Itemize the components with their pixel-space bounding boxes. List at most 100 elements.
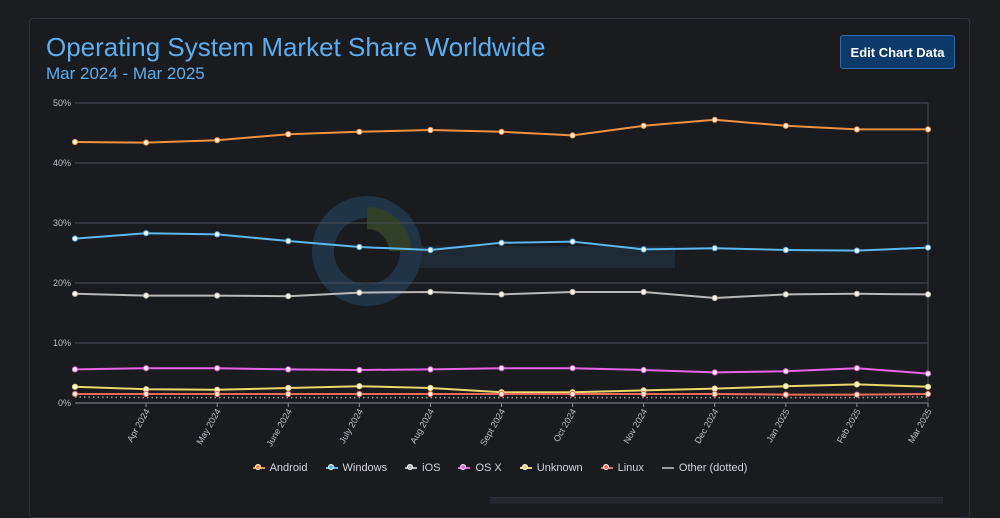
data-point[interactable] bbox=[640, 390, 647, 398]
x-tick-label: July 2024 bbox=[337, 407, 365, 445]
data-point[interactable] bbox=[853, 381, 861, 388]
data-point[interactable] bbox=[711, 369, 718, 376]
data-point[interactable] bbox=[142, 292, 150, 299]
data-point[interactable] bbox=[498, 365, 505, 372]
x-tick-label: Apr 2024 bbox=[125, 407, 152, 444]
bottom-bar bbox=[490, 497, 943, 504]
data-point[interactable] bbox=[640, 122, 647, 129]
data-point[interactable] bbox=[71, 366, 79, 373]
data-point[interactable] bbox=[71, 390, 79, 398]
data-point[interactable] bbox=[142, 365, 150, 372]
data-point[interactable] bbox=[711, 294, 718, 302]
data-point[interactable] bbox=[782, 291, 789, 298]
legend-item[interactable]: Unknown bbox=[519, 462, 583, 474]
x-tick-label: Jan 2025 bbox=[764, 407, 791, 444]
data-point[interactable] bbox=[782, 391, 789, 398]
data-point[interactable] bbox=[853, 247, 861, 254]
data-point[interactable] bbox=[285, 390, 292, 398]
data-point[interactable] bbox=[427, 288, 434, 296]
legend-label: iOS bbox=[422, 462, 441, 474]
data-point[interactable] bbox=[782, 368, 789, 375]
data-point[interactable] bbox=[427, 246, 434, 254]
data-point[interactable] bbox=[427, 384, 434, 392]
data-point[interactable] bbox=[569, 390, 576, 398]
data-point[interactable] bbox=[285, 366, 292, 373]
data-point[interactable] bbox=[285, 237, 292, 245]
data-point[interactable] bbox=[427, 390, 434, 398]
data-point[interactable] bbox=[853, 391, 861, 398]
data-point[interactable] bbox=[924, 126, 932, 133]
legend-swatch-icon bbox=[252, 464, 265, 471]
data-point[interactable] bbox=[640, 288, 647, 296]
data-point[interactable] bbox=[640, 246, 647, 253]
x-tick-label: Mar 2025 bbox=[906, 407, 934, 445]
data-point[interactable] bbox=[498, 128, 505, 135]
data-point[interactable] bbox=[711, 116, 718, 123]
data-point[interactable] bbox=[498, 291, 505, 298]
data-point[interactable] bbox=[285, 293, 292, 300]
data-point[interactable] bbox=[853, 290, 861, 297]
data-point[interactable] bbox=[853, 365, 861, 372]
data-point[interactable] bbox=[142, 139, 150, 146]
x-tick-label: Sept 2024 bbox=[478, 407, 507, 448]
data-point[interactable] bbox=[214, 292, 221, 299]
line-chart: 0% 10% 20% 30% 40% 50% Apr 2024 May 2024 June 2… bbox=[53, 98, 934, 448]
data-point[interactable] bbox=[569, 132, 576, 139]
legend-item[interactable]: Other (dotted) bbox=[661, 462, 748, 474]
data-point[interactable] bbox=[924, 390, 932, 398]
y-tick-label: 40% bbox=[53, 158, 71, 168]
data-point[interactable] bbox=[214, 365, 221, 372]
data-point[interactable] bbox=[356, 390, 363, 398]
data-point[interactable] bbox=[214, 231, 221, 238]
legend-item[interactable]: Windows bbox=[325, 462, 387, 474]
legend-item[interactable]: Android bbox=[252, 462, 308, 474]
data-point[interactable] bbox=[427, 126, 434, 134]
data-point[interactable] bbox=[356, 243, 363, 251]
data-point[interactable] bbox=[711, 385, 718, 392]
x-tick-label: May 2024 bbox=[194, 407, 222, 446]
data-point[interactable] bbox=[569, 365, 576, 372]
legend-swatch-icon bbox=[458, 464, 471, 471]
data-point[interactable] bbox=[924, 383, 932, 390]
legend-swatch-icon bbox=[405, 464, 418, 471]
legend-label: Other (dotted) bbox=[678, 462, 748, 474]
data-point[interactable] bbox=[782, 122, 789, 129]
data-point[interactable] bbox=[853, 126, 861, 133]
data-point[interactable] bbox=[71, 235, 79, 242]
data-point[interactable] bbox=[924, 370, 932, 377]
data-point[interactable] bbox=[71, 383, 79, 390]
data-point[interactable] bbox=[285, 384, 292, 392]
data-point[interactable] bbox=[924, 291, 932, 298]
data-point[interactable] bbox=[498, 239, 505, 246]
legend-item[interactable]: OS X bbox=[458, 462, 502, 474]
legend-item[interactable]: Linux bbox=[600, 462, 644, 474]
data-point[interactable] bbox=[711, 390, 718, 398]
data-point[interactable] bbox=[214, 137, 221, 144]
data-point[interactable] bbox=[356, 383, 363, 390]
data-point[interactable] bbox=[569, 288, 576, 296]
data-point[interactable] bbox=[285, 131, 292, 138]
data-point[interactable] bbox=[427, 366, 434, 373]
edit-chart-data-button[interactable]: Edit Chart Data bbox=[840, 35, 955, 69]
data-point[interactable] bbox=[711, 245, 718, 252]
data-point[interactable] bbox=[569, 238, 576, 245]
data-point[interactable] bbox=[356, 128, 363, 135]
legend-label: Android bbox=[269, 462, 308, 474]
data-point[interactable] bbox=[356, 289, 363, 296]
data-point[interactable] bbox=[782, 383, 789, 390]
x-tick-label: Feb 2025 bbox=[835, 407, 863, 445]
y-tick-label: 50% bbox=[53, 98, 71, 108]
data-point[interactable] bbox=[142, 390, 150, 398]
data-point[interactable] bbox=[214, 390, 221, 398]
data-point[interactable] bbox=[498, 390, 505, 398]
data-point[interactable] bbox=[782, 246, 789, 254]
data-point[interactable] bbox=[640, 366, 647, 374]
data-point[interactable] bbox=[71, 138, 79, 146]
x-tick-label: June 2024 bbox=[264, 407, 294, 448]
data-point[interactable] bbox=[71, 290, 79, 297]
legend-item[interactable]: iOS bbox=[405, 462, 440, 474]
legend-swatch-icon bbox=[325, 464, 338, 471]
data-point[interactable] bbox=[142, 230, 150, 237]
data-point[interactable] bbox=[924, 244, 932, 251]
data-point[interactable] bbox=[356, 366, 363, 374]
